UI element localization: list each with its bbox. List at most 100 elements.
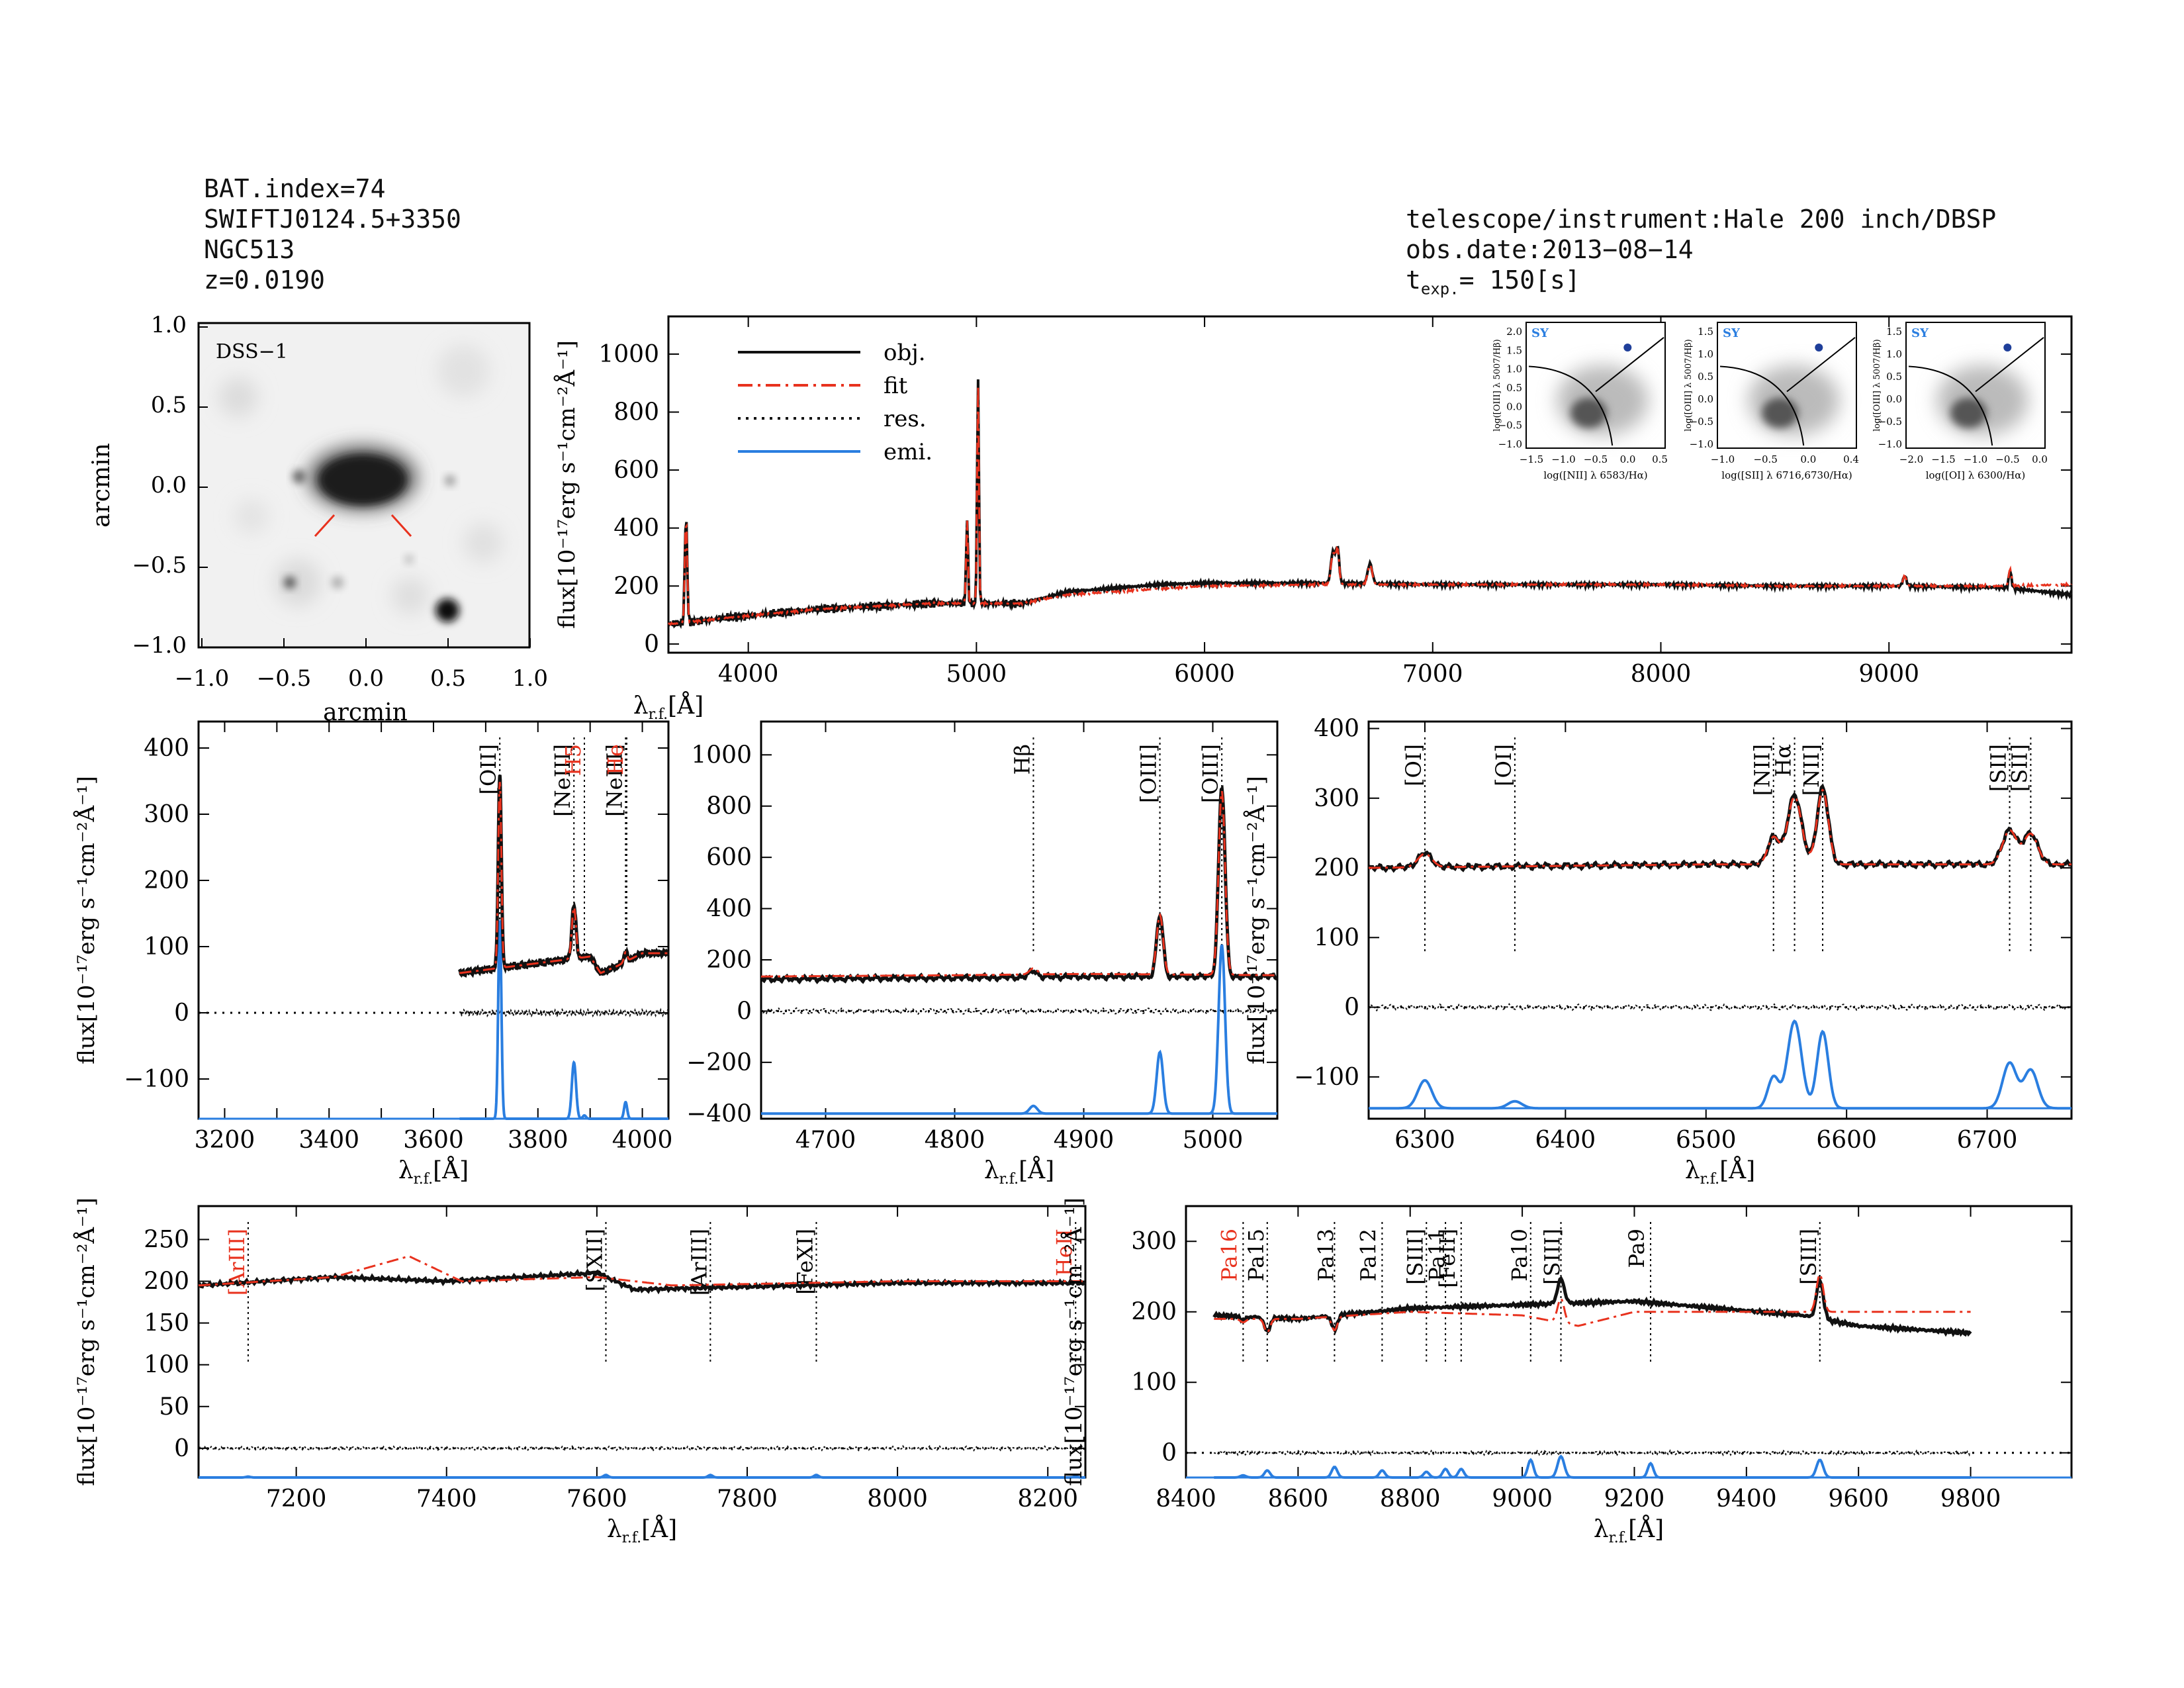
dss-label: DSS−1 [216, 340, 288, 363]
legend: obj. fit res. emi. [738, 340, 933, 465]
bpt-ylabel: log([OIII] λ 5007/Hβ) [1492, 339, 1502, 431]
x-tick-label: 3600 [403, 1127, 464, 1154]
panel-halpha: 6300 6400 6500 6600 6700 −100 0 100 200 300 400 λr.… [1243, 716, 2073, 1188]
emission-curve [459, 920, 668, 1120]
line-label: [OI] [1491, 744, 1516, 786]
x-tick-label: 4000 [612, 1127, 673, 1154]
x-axis-label: λr.f.[Å] [607, 1515, 677, 1546]
x-tick-label: 5000 [1183, 1127, 1244, 1154]
bpt-y-tick: −1.0 [1498, 438, 1522, 450]
bpt-xlabel: log([NII] λ 6583/Hα) [1543, 469, 1647, 481]
line-label: Pa9 [1624, 1229, 1649, 1268]
x-tick-label: 6400 [1535, 1127, 1596, 1154]
legend-emi-label: emi. [884, 439, 933, 465]
residual-curve [1368, 1003, 2072, 1012]
x-axis-label: λr.f.[Å] [633, 692, 704, 723]
redshift: z=0.0190 [204, 265, 326, 295]
x-tick-label: 4900 [1054, 1127, 1115, 1154]
y-tick-label: 200 [144, 1268, 189, 1295]
bpt-sy-label: SY [1911, 326, 1929, 340]
x-tick-label: 3400 [298, 1127, 359, 1154]
bpt-x-tick: 0.4 [1843, 453, 1859, 465]
bat-index: BAT.index=74 [204, 174, 386, 203]
bpt-y-tick: −0.5 [1498, 420, 1522, 432]
y-tick-label: 0 [1344, 994, 1359, 1021]
bpt-x-tick: 0.5 [1652, 453, 1668, 465]
line-label: [SIII] [1796, 1229, 1821, 1285]
bpt-x-tick: 0.0 [1800, 453, 1816, 465]
y-tick-label: 600 [614, 457, 659, 484]
x-tick-label: 6000 [1174, 661, 1235, 688]
dss-y-tick: 1.0 [151, 312, 187, 338]
x-tick-label: 5000 [946, 661, 1007, 688]
bpt-x-tick: −1.0 [1551, 453, 1575, 465]
y-tick-label: 100 [144, 1352, 189, 1379]
bpt-demarcation [1908, 365, 1993, 446]
y-tick-label: 100 [1131, 1369, 1177, 1396]
bpt-y-tick: −1.0 [1878, 438, 1902, 450]
line-label: [NeIII] [602, 744, 627, 817]
line-label: Pa12 [1355, 1229, 1381, 1282]
instrument: telescope/instrument:Hale 200 inch/DBSP [1406, 205, 1997, 234]
x-tick-label: 4800 [925, 1127, 985, 1154]
dss-y-tick: −0.5 [132, 552, 187, 579]
fit-spectrum [459, 782, 668, 974]
x-tick-label: 7200 [266, 1485, 327, 1513]
line-label: HeII [1052, 1229, 1077, 1276]
obj-spectrum [760, 784, 1278, 985]
y-tick-label: 600 [706, 844, 752, 871]
y-tick-label: 0 [174, 1435, 189, 1462]
exposure-time: texp.= 150[s] [1406, 265, 1580, 299]
bpt-xlabel: log([SII] λ 6716,6730/Hα) [1721, 469, 1852, 481]
x-tick-label: 4700 [796, 1127, 856, 1154]
dss-ylabel: arcmin [88, 443, 115, 528]
bpt-y-tick: 0.5 [1698, 371, 1713, 383]
x-tick-label: 7800 [717, 1485, 778, 1513]
y-tick-label: 100 [144, 933, 189, 961]
bpt-y-tick: 1.5 [1698, 326, 1713, 338]
bpt-y-tick: 2.0 [1506, 326, 1522, 338]
x-tick-label: 6300 [1394, 1127, 1455, 1154]
bpt-sy-label: SY [1531, 326, 1549, 340]
panel-frame [197, 1205, 1087, 1479]
bpt-x-tick: −2.0 [1899, 453, 1923, 465]
bpt-y-tick: −0.5 [1878, 416, 1902, 428]
bpt-x-tick: −0.5 [1995, 453, 2019, 465]
y-tick-label: 300 [1314, 785, 1359, 812]
x-tick-label: 8000 [867, 1485, 928, 1513]
line-label: He [603, 744, 628, 775]
x-tick-label: 9200 [1604, 1485, 1665, 1513]
bpt-xlabel: log([OI] λ 6300/Hα) [1926, 469, 2026, 481]
panel-red2: 8400 8600 8800 9000 9200 9400 9600 9800 0 100 200 3… [1060, 1197, 2073, 1546]
x-tick-label: 9600 [1828, 1485, 1889, 1513]
bpt-y-tick: −1.0 [1690, 438, 1713, 450]
dss-image-panel: DSS−1 −1.0 −1.0 −0.5 −0.5 0.0 0.0 0.5 0.5 1.0 1.0… [88, 312, 548, 726]
bpt-x-tick: −1.5 [1520, 453, 1543, 465]
x-tick-label: 9000 [1858, 661, 1919, 688]
line-label: [NII] [1750, 744, 1775, 796]
y-tick-label: 200 [614, 573, 659, 600]
emission-curve [1369, 1019, 2071, 1110]
x-tick-label: 4000 [718, 661, 779, 688]
y-tick-label: −400 [686, 1100, 752, 1127]
bpt-y-tick: 0.0 [1506, 400, 1522, 412]
y-tick-label: −100 [1294, 1064, 1359, 1091]
emission-curve [1214, 1454, 1971, 1479]
panel-red1: 7200 7400 7600 7800 8000 8200 0 50 100 150 200 250 λ… [73, 1197, 1087, 1546]
legend-obj-label: obj. [884, 340, 926, 366]
fit-spectrum [761, 790, 1277, 978]
bpt-ylabel: log([OIII] λ 5007/Hβ) [1872, 339, 1882, 431]
bpt-y-tick: 0.5 [1506, 382, 1522, 394]
obj-spectrum [667, 379, 2073, 630]
x-tick-label: 9400 [1716, 1485, 1777, 1513]
x-tick-label: 7400 [416, 1485, 477, 1513]
bpt-object-point [2003, 344, 2012, 352]
dss-y-tick: −1.0 [132, 632, 187, 659]
line-label: [SII] [2007, 744, 2032, 792]
x-axis-label: λr.f.[Å] [398, 1156, 469, 1188]
fit-spectrum [198, 1255, 1085, 1287]
y-tick-label: 200 [706, 947, 752, 974]
x-tick-label: 9800 [1940, 1485, 2001, 1513]
bpt-x-tick: −1.0 [1964, 453, 1987, 465]
dss-noise [218, 344, 503, 614]
